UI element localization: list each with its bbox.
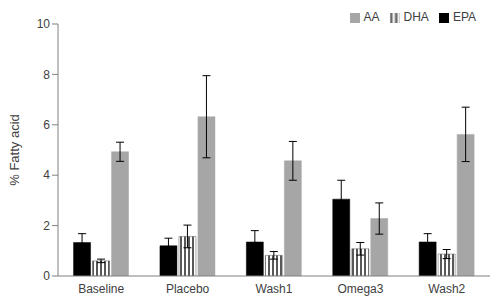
svg-text:0: 0 <box>43 269 50 283</box>
svg-text:Placebo: Placebo <box>166 282 210 296</box>
html-text:AA: AA <box>363 10 380 24</box>
svg-text:8: 8 <box>43 68 50 82</box>
html-text:EPA: EPA <box>452 10 476 24</box>
svg-text:2: 2 <box>43 219 50 233</box>
svg-text:% Fatty acid: % Fatty acid <box>8 114 22 186</box>
svg-text:10: 10 <box>37 17 51 31</box>
svg-text:6: 6 <box>43 118 50 132</box>
svg-text:Wash2: Wash2 <box>428 282 465 296</box>
svg-text:Baseline: Baseline <box>78 282 124 296</box>
svg-text:Omega3: Omega3 <box>337 282 383 296</box>
svg-text:Wash1: Wash1 <box>256 282 293 296</box>
svg-text:4: 4 <box>43 168 50 182</box>
html-text:DHA: DHA <box>403 10 429 24</box>
